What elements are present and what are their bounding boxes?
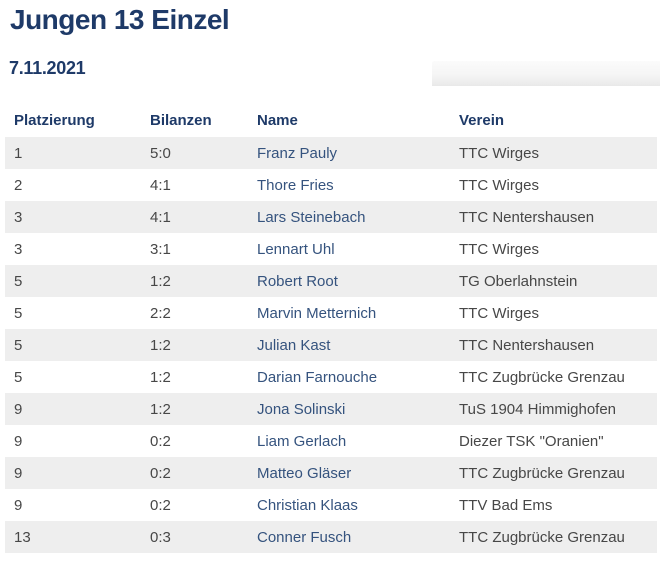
cell-platzierung: 1 (5, 137, 141, 169)
cell-name: Jona Solinski (248, 393, 450, 425)
cell-platzierung: 13 (5, 521, 141, 553)
event-date: 7.11.2021 (9, 58, 86, 78)
cell-verein: TTC Wirges (450, 137, 657, 169)
table-row: 3 3:1 Lennart Uhl TTC Wirges (5, 233, 657, 265)
cell-bilanzen: 5:0 (141, 137, 248, 169)
table-row: 5 1:2 Julian Kast TTC Nentershausen (5, 329, 657, 361)
table-row: 5 2:2 Marvin Metternich TTC Wirges (5, 297, 657, 329)
column-header-platzierung: Platzierung (5, 104, 141, 137)
cell-name: Christian Klaas (248, 489, 450, 521)
cropped-section-edge (432, 61, 660, 86)
player-name-link[interactable]: Thore Fries (257, 176, 334, 194)
player-name-link[interactable]: Conner Fusch (257, 528, 352, 546)
column-header-verein: Verein (450, 104, 657, 137)
cell-bilanzen: 3:1 (150, 240, 171, 258)
cell-verein: TTC Wirges (459, 240, 539, 258)
cell-bilanzen: 0:3 (141, 521, 248, 553)
cell-platzierung: 3 (5, 201, 141, 233)
table-row: 9 0:2 Christian Klaas TTV Bad Ems (5, 489, 657, 521)
table-row: 9 1:2 Jona Solinski TuS 1904 Himmighofen (5, 393, 657, 425)
cell-name: Marvin Metternich (248, 297, 450, 329)
column-header-bilanzen: Bilanzen (141, 104, 248, 137)
cell-platzierung: 9 (14, 432, 23, 450)
cell-name: Lars Steinebach (248, 201, 450, 233)
cell-platzierung: 2 (14, 176, 23, 194)
cell-verein: TTC Wirges (459, 176, 539, 194)
page-title: Jungen 13 Einzel (10, 4, 230, 35)
cell-name: Robert Root (248, 265, 450, 297)
cell-platzierung: 9 (5, 457, 141, 489)
player-name-link[interactable]: Robert Root (257, 272, 338, 290)
cell-bilanzen: 0:2 (141, 457, 248, 489)
cell-name: Liam Gerlach (248, 425, 450, 457)
player-name-link[interactable]: Liam Gerlach (257, 432, 347, 450)
cell-platzierung: 5 (14, 368, 23, 386)
cell-name: Franz Pauly (248, 137, 450, 169)
table-row: 9 0:2 Liam Gerlach Diezer TSK "Oranien" (5, 425, 657, 457)
player-name-link[interactable]: Julian Kast (257, 336, 331, 354)
header-row: Platzierung Bilanzen Name Verein (5, 104, 657, 137)
cell-name: Conner Fusch (248, 521, 450, 553)
cell-platzierung: 3 (14, 240, 23, 258)
player-name-link[interactable]: Christian Klaas (257, 496, 358, 514)
table-row: 13 0:3 Conner Fusch TTC Zugbrücke Grenzau (5, 521, 657, 553)
player-name-link[interactable]: Jona Solinski (257, 400, 346, 418)
table-row: 5 1:2 Robert Root TG Oberlahnstein (5, 265, 657, 297)
cell-name: Julian Kast (248, 329, 450, 361)
cell-verein: TTV Bad Ems (459, 496, 553, 514)
cell-verein: TuS 1904 Himmighofen (450, 393, 657, 425)
cell-bilanzen: 4:1 (150, 176, 171, 194)
cell-name: Darian Farnouche (248, 361, 450, 393)
column-header-name: Name (248, 104, 450, 137)
player-name-link[interactable]: Matteo Gläser (257, 464, 352, 482)
player-name-link[interactable]: Darian Farnouche (257, 368, 378, 386)
cell-platzierung: 5 (5, 329, 141, 361)
table-row: 5 1:2 Darian Farnouche TTC Zugbrücke Grenza… (5, 361, 657, 393)
cell-verein: TTC Zugbrücke Grenzau (459, 368, 625, 386)
table-row: 2 4:1 Thore Fries TTC Wirges (5, 169, 657, 201)
cell-platzierung: 5 (14, 304, 23, 322)
table-row: 1 5:0 Franz Pauly TTC Wirges (5, 137, 657, 169)
cell-platzierung: 5 (5, 265, 141, 297)
table-body: 1 5:0 Franz Pauly TTC Wirges 2 4:1 Thore Fries… (5, 137, 657, 553)
cell-bilanzen: 4:1 (141, 201, 248, 233)
cell-verein: TTC Nentershausen (450, 329, 657, 361)
player-name-link[interactable]: Franz Pauly (257, 144, 338, 162)
cell-verein: TG Oberlahnstein (450, 265, 657, 297)
cell-bilanzen: 1:2 (141, 265, 248, 297)
cell-name: Thore Fries (248, 169, 450, 201)
cell-bilanzen: 1:2 (150, 368, 171, 386)
cell-verein: Diezer TSK "Oranien" (459, 432, 604, 450)
table-row: 3 4:1 Lars Steinebach TTC Nentershausen (5, 201, 657, 233)
table-row: 9 0:2 Matteo Gläser TTC Zugbrücke Grenzau (5, 457, 657, 489)
results-table: Platzierung Bilanzen Name Verein 1 5:0 Franz … (5, 104, 657, 553)
player-name-link[interactable]: Lennart Uhl (257, 240, 335, 258)
cell-name: Matteo Gläser (248, 457, 450, 489)
cell-name: Lennart Uhl (248, 233, 450, 265)
cell-verein: TTC Wirges (459, 304, 539, 322)
cell-bilanzen: 0:2 (150, 432, 171, 450)
player-name-link[interactable]: Marvin Metternich (257, 304, 377, 322)
cell-bilanzen: 2:2 (150, 304, 171, 322)
player-name-link[interactable]: Lars Steinebach (257, 208, 366, 226)
cell-verein: TTC Zugbrücke Grenzau (450, 457, 657, 489)
cell-verein: TTC Zugbrücke Grenzau (450, 521, 657, 553)
cell-bilanzen: 1:2 (141, 329, 248, 361)
cell-platzierung: 9 (14, 496, 23, 514)
cell-bilanzen: 0:2 (150, 496, 171, 514)
cell-platzierung: 9 (5, 393, 141, 425)
cell-bilanzen: 1:2 (141, 393, 248, 425)
cell-verein: TTC Nentershausen (450, 201, 657, 233)
